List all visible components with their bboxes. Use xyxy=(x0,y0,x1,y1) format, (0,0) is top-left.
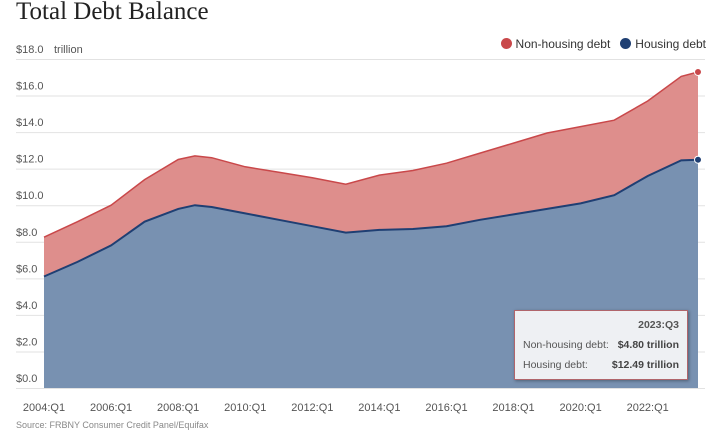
x-tick-label: 2004:Q1 xyxy=(23,402,65,414)
x-tick-label: 2020:Q1 xyxy=(560,402,602,414)
y-unit-label: trillion xyxy=(54,44,83,56)
x-tick-label: 2014:Q1 xyxy=(358,402,400,414)
legend: Non-housing debt Housing debt xyxy=(500,37,706,51)
y-tick-label: $0.0 xyxy=(16,373,37,385)
housing-point xyxy=(694,155,702,164)
source-note: Source: FRBNY Consumer Credit Panel/Equi… xyxy=(16,420,209,430)
y-tick-label: $14.0 xyxy=(16,117,44,129)
x-tick-label: 2012:Q1 xyxy=(291,402,333,414)
tooltip-period: 2023:Q3 xyxy=(638,319,679,331)
tooltip-row-non-housing: Non-housing debt: $4.80 trillion xyxy=(523,339,679,351)
x-tick-label: 2022:Q1 xyxy=(627,402,669,414)
y-tick-label: $10.0 xyxy=(16,190,44,202)
y-tick-label: $12.0 xyxy=(16,154,44,166)
y-tick-label: $4.0 xyxy=(16,300,37,312)
x-tick-label: 2016:Q1 xyxy=(425,402,467,414)
legend-item-non-housing[interactable]: Non-housing debt xyxy=(500,37,610,51)
tooltip-row-housing: Housing debt: $12.49 trillion xyxy=(523,359,679,371)
x-tick-label: 2008:Q1 xyxy=(157,402,199,414)
tooltip: 2023:Q3 Non-housing debt: $4.80 trillion … xyxy=(514,310,688,380)
y-tick-label: $6.0 xyxy=(16,263,37,275)
non-housing-point xyxy=(694,67,702,76)
legend-dot-icon xyxy=(620,38,632,49)
legend-dot-icon xyxy=(500,38,512,49)
y-tick-label: $2.0 xyxy=(16,336,37,348)
legend-item-housing[interactable]: Housing debt xyxy=(620,37,706,51)
y-tick-label: $16.0 xyxy=(16,81,44,93)
non-housing-line xyxy=(43,71,699,238)
housing-line xyxy=(43,158,699,278)
x-tick-label: 2006:Q1 xyxy=(90,402,132,414)
y-tick-label: $18.0 xyxy=(16,44,44,56)
y-tick-label: $8.0 xyxy=(16,227,37,239)
x-tick-label: 2018:Q1 xyxy=(492,402,534,414)
x-tick-label: 2010:Q1 xyxy=(224,402,266,414)
chart-title: Total Debt Balance xyxy=(16,0,209,25)
